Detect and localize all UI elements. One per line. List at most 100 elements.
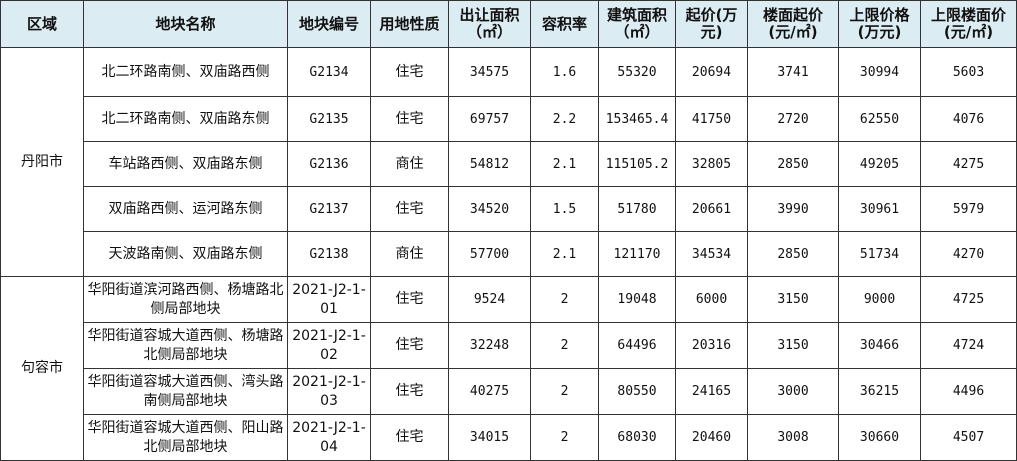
cell-plot-code: 2021-J2-1-03 xyxy=(287,368,371,415)
cell-cap-floor-price: 5603 xyxy=(920,47,1017,97)
cell-plot-ratio: 2 xyxy=(530,414,599,461)
header-cap-floor-price: 上限楼面价(元/㎡) xyxy=(920,0,1017,48)
cell-floor-start-price: 3990 xyxy=(747,186,839,232)
cell-land-area: 57700 xyxy=(448,231,531,277)
cell-cap-floor-price: 4270 xyxy=(920,231,1017,277)
cell-land-use: 住宅 xyxy=(370,414,449,461)
cell-floor-area: 121170 xyxy=(598,231,676,277)
cell-plot-name: 华阳街道容城大道西侧、阳山路北侧局部地块 xyxy=(83,414,288,461)
table-row: 北二环路南侧、双庙路东侧 G2135 住宅 69757 2.2 153465.4 41750… xyxy=(1,96,1017,142)
header-floor-area: 建筑面积（㎡） xyxy=(598,0,676,48)
cell-plot-ratio: 2.1 xyxy=(530,231,599,277)
cell-cap-floor-price: 4724 xyxy=(920,322,1017,369)
header-region: 区域 xyxy=(0,0,84,48)
cell-land-area: 40275 xyxy=(448,368,531,415)
table-row: 丹阳市 北二环路南侧、双庙路西侧 G2134 住宅 34575 1.6 55320 20694… xyxy=(0,47,1017,277)
region-cell: 句容市 xyxy=(0,276,84,461)
cell-cap-price: 49205 xyxy=(838,141,921,187)
cell-floor-start-price: 3008 xyxy=(747,414,839,461)
table-row: 双庙路西侧、运河路东侧 G2137 住宅 34520 1.5 51780 20661 3990… xyxy=(1,186,1017,232)
cell-plot-ratio: 2 xyxy=(530,322,599,369)
cell-start-price: 20316 xyxy=(675,322,748,369)
cell-plot-name: 天波路南侧、双庙路东侧 xyxy=(83,231,288,277)
table-row: 车站路西侧、双庙路东侧 G2136 商住 54812 2.1 115105.2 32805 2… xyxy=(1,141,1017,187)
cell-cap-price: 30660 xyxy=(838,414,921,461)
cell-floor-start-price: 2850 xyxy=(747,141,839,187)
cell-floor-start-price: 3150 xyxy=(747,322,839,369)
cell-floor-area: 115105.2 xyxy=(598,141,676,187)
cell-floor-area: 68030 xyxy=(598,414,676,461)
cell-cap-floor-price: 4275 xyxy=(920,141,1017,187)
cell-plot-code: 2021-J2-1-02 xyxy=(287,322,371,369)
region-cell: 丹阳市 xyxy=(0,47,84,277)
cell-start-price: 20460 xyxy=(675,414,748,461)
cell-floor-start-price: 3150 xyxy=(747,276,839,323)
cell-plot-code: G2136 xyxy=(287,141,371,187)
cell-land-use: 住宅 xyxy=(370,368,449,415)
cell-start-price: 6000 xyxy=(675,276,748,323)
cell-floor-area: 51780 xyxy=(598,186,676,232)
cell-floor-start-price: 3741 xyxy=(747,47,839,97)
cell-land-use: 商住 xyxy=(370,231,449,277)
cell-land-area: 34520 xyxy=(448,186,531,232)
header-plot-ratio: 容积率 xyxy=(530,0,599,48)
table-row: 华阳街道容城大道西侧、湾头路南侧局部地块 2021-J2-1-03 住宅 40275 2… xyxy=(1,368,1017,415)
cell-cap-floor-price: 4076 xyxy=(920,96,1017,142)
table-row: 华阳街道容城大道西侧、阳山路北侧局部地块 2021-J2-1-04 住宅 34015 2… xyxy=(1,414,1017,461)
header-plot-name: 地块名称 xyxy=(83,0,288,48)
header-row: 区域 地块名称 地块编号 用地性质 出让面积（㎡） 容积率 建筑面积（㎡） 起价(万元) 楼面起… xyxy=(0,0,1017,48)
cell-cap-price: 30466 xyxy=(838,322,921,369)
cell-cap-price: 51734 xyxy=(838,231,921,277)
cell-land-use: 住宅 xyxy=(370,186,449,232)
cell-plot-name: 双庙路西侧、运河路东侧 xyxy=(83,186,288,232)
cell-start-price: 41750 xyxy=(675,96,748,142)
cell-plot-code: G2138 xyxy=(287,231,371,277)
cell-cap-floor-price: 4507 xyxy=(920,414,1017,461)
cell-floor-start-price: 3000 xyxy=(747,368,839,415)
cell-plot-name: 华阳街道容城大道西侧、杨塘路北侧局部地块 xyxy=(83,322,288,369)
cell-floor-area: 55320 xyxy=(598,47,676,97)
header-land-area: 出让面积（㎡） xyxy=(448,0,531,48)
cell-plot-ratio: 1.6 xyxy=(530,47,599,97)
cell-land-use: 住宅 xyxy=(370,47,449,97)
cell-land-area: 34575 xyxy=(448,47,531,97)
table-row: 句容市 华阳街道滨河路西侧、杨塘路北侧局部地块 2021-J2-1-01 住宅 9524… xyxy=(0,276,1017,461)
cell-cap-floor-price: 4496 xyxy=(920,368,1017,415)
cell-floor-start-price: 2720 xyxy=(747,96,839,142)
cell-floor-area: 80550 xyxy=(598,368,676,415)
cell-plot-name: 华阳街道容城大道西侧、湾头路南侧局部地块 xyxy=(83,368,288,415)
cell-plot-name: 北二环路南侧、双庙路西侧 xyxy=(83,47,288,97)
header-land-use: 用地性质 xyxy=(370,0,449,48)
cell-plot-code: 2021-J2-1-01 xyxy=(287,276,371,323)
cell-land-use: 商住 xyxy=(370,141,449,187)
cell-plot-ratio: 2 xyxy=(530,368,599,415)
cell-plot-code: G2134 xyxy=(287,47,371,97)
cell-cap-price: 30961 xyxy=(838,186,921,232)
cell-start-price: 24165 xyxy=(675,368,748,415)
cell-land-use: 住宅 xyxy=(370,96,449,142)
cell-land-use: 住宅 xyxy=(370,322,449,369)
cell-plot-ratio: 2 xyxy=(530,276,599,323)
cell-plot-ratio: 2.2 xyxy=(530,96,599,142)
cell-land-area: 54812 xyxy=(448,141,531,187)
cell-cap-price: 30994 xyxy=(838,47,921,97)
cell-cap-price: 62550 xyxy=(838,96,921,142)
cell-land-area: 69757 xyxy=(448,96,531,142)
cell-land-area: 32248 xyxy=(448,322,531,369)
cell-start-price: 20661 xyxy=(675,186,748,232)
cell-land-use: 住宅 xyxy=(370,276,449,323)
cell-plot-ratio: 2.1 xyxy=(530,141,599,187)
cell-plot-code: G2135 xyxy=(287,96,371,142)
cell-plot-ratio: 1.5 xyxy=(530,186,599,232)
cell-plot-code: G2137 xyxy=(287,186,371,232)
cell-floor-area: 19048 xyxy=(598,276,676,323)
cell-cap-price: 36215 xyxy=(838,368,921,415)
cell-plot-code: 2021-J2-1-04 xyxy=(287,414,371,461)
table-row: 华阳街道容城大道西侧、杨塘路北侧局部地块 2021-J2-1-02 住宅 32248 2… xyxy=(1,322,1017,369)
header-plot-code: 地块编号 xyxy=(287,0,371,48)
cell-floor-area: 64496 xyxy=(598,322,676,369)
cell-floor-start-price: 2850 xyxy=(747,231,839,277)
header-floor-start-price: 楼面起价(元/㎡) xyxy=(747,0,839,48)
table-row: 天波路南侧、双庙路东侧 G2138 商住 57700 2.1 121170 34534 285… xyxy=(1,231,1017,277)
